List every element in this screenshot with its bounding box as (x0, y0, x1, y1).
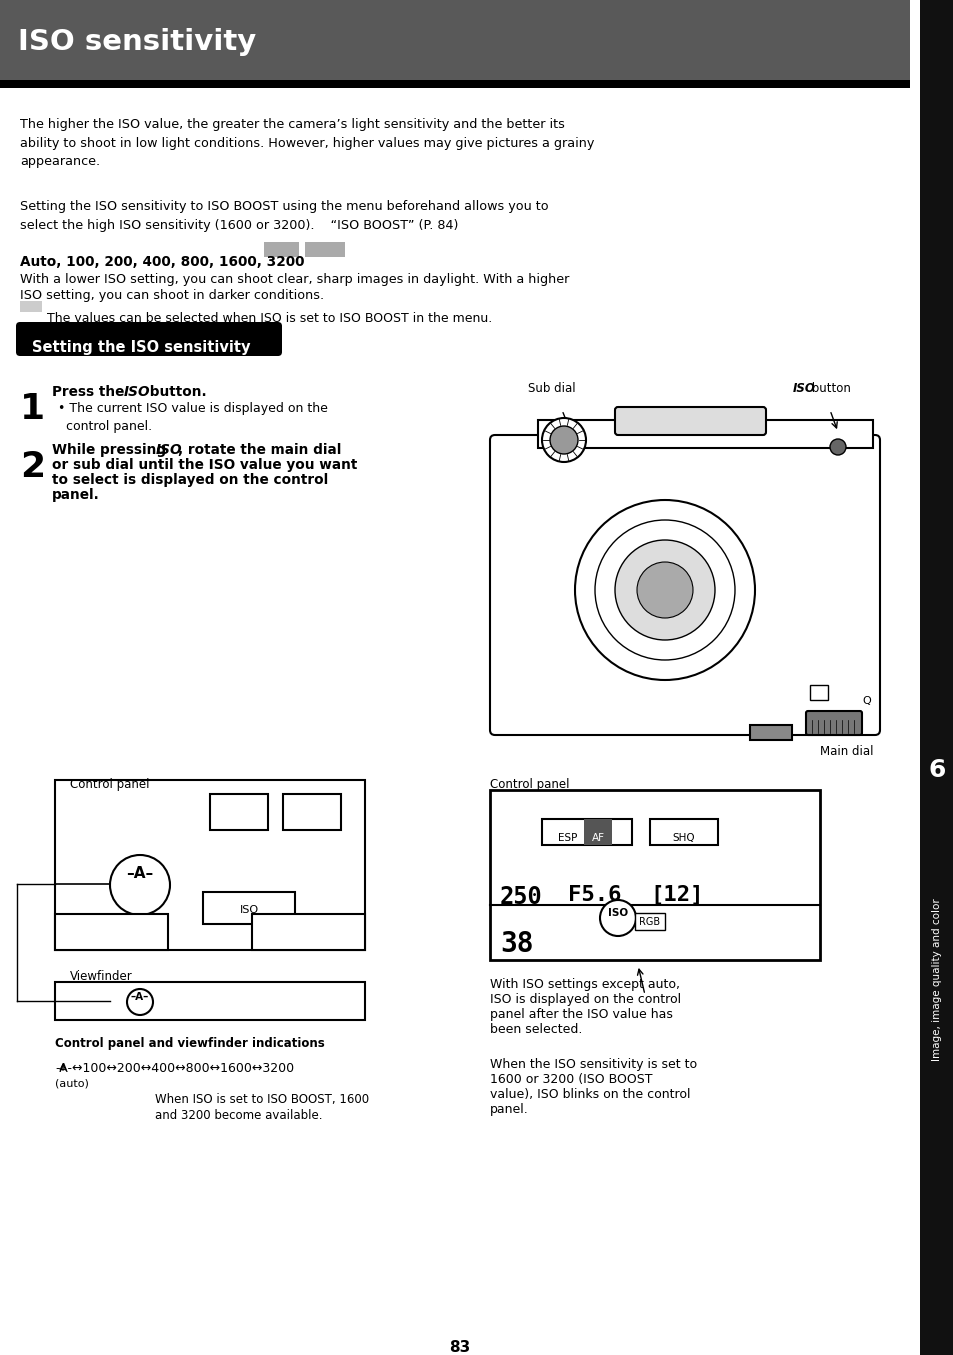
Circle shape (615, 541, 714, 640)
Text: panel.: panel. (490, 1103, 528, 1117)
Text: • The current ISO value is displayed on the
  control panel.: • The current ISO value is displayed on … (58, 402, 328, 434)
Text: panel.: panel. (52, 488, 100, 501)
Text: With ISO settings except auto,: With ISO settings except auto, (490, 978, 679, 991)
Text: (auto): (auto) (55, 1079, 89, 1089)
Bar (203, 892, 294, 924)
Bar (264, 243, 298, 257)
FancyBboxPatch shape (491, 440, 563, 705)
Text: When ISO is set to ISO BOOST, 1600: When ISO is set to ISO BOOST, 1600 (154, 1093, 369, 1106)
Circle shape (541, 417, 585, 462)
Bar (0, 0, 909, 80)
Text: ISO: ISO (156, 443, 182, 457)
Bar (20, 301, 42, 312)
FancyBboxPatch shape (16, 322, 282, 356)
Text: button.: button. (145, 385, 207, 398)
Text: Image, image quality and color: Image, image quality and color (931, 898, 941, 1061)
Text: Sub dial: Sub dial (527, 382, 575, 396)
Text: Press the: Press the (52, 385, 129, 398)
Text: Control panel: Control panel (490, 778, 569, 791)
Circle shape (595, 520, 734, 660)
Text: ISO is displayed on the control: ISO is displayed on the control (490, 993, 680, 1005)
Text: Setting the ISO sensitivity: Setting the ISO sensitivity (32, 340, 251, 355)
Bar (537, 420, 872, 449)
Text: RGB: RGB (639, 917, 659, 927)
Bar (749, 725, 791, 740)
Text: -A-↔100↔200↔400↔800↔1600↔3200: -A-↔100↔200↔400↔800↔1600↔3200 (55, 1062, 294, 1075)
Text: Auto, 100, 200, 400, 800, 1600, 3200: Auto, 100, 200, 400, 800, 1600, 3200 (20, 255, 304, 270)
Bar (635, 913, 664, 930)
Bar (490, 790, 820, 959)
Text: F5.6: F5.6 (567, 885, 620, 905)
Text: 1: 1 (20, 392, 45, 425)
Text: ISO: ISO (124, 385, 151, 398)
Text: AF: AF (591, 833, 604, 843)
Text: Setting the ISO sensitivity to ISO BOOST using the menu beforehand allows you to: Setting the ISO sensitivity to ISO BOOST… (20, 201, 548, 232)
Bar (919, 0, 953, 1355)
Bar (252, 915, 365, 950)
Bar (809, 686, 827, 701)
Bar (283, 794, 340, 831)
Circle shape (599, 900, 636, 936)
Text: The values can be selected when ISO is set to ISO BOOST in the menu.: The values can be selected when ISO is s… (47, 312, 492, 325)
Bar (305, 243, 345, 257)
Text: The higher the ISO value, the greater the camera’s light sensitivity and the bet: The higher the ISO value, the greater th… (20, 118, 594, 168)
Text: 250: 250 (499, 885, 542, 909)
Text: 2: 2 (20, 450, 45, 484)
FancyBboxPatch shape (805, 711, 862, 734)
Text: value), ISO blinks on the control: value), ISO blinks on the control (490, 1088, 690, 1102)
Text: 6: 6 (927, 757, 944, 782)
Bar (0, 80, 909, 88)
Text: –A–: –A– (126, 866, 153, 881)
Text: ISO: ISO (792, 382, 815, 396)
Text: ISO: ISO (239, 905, 258, 915)
Circle shape (127, 989, 152, 1015)
Bar (583, 818, 612, 846)
Text: –A–: –A– (131, 992, 149, 1001)
Bar (541, 818, 631, 846)
Text: When the ISO sensitivity is set to: When the ISO sensitivity is set to (490, 1058, 697, 1070)
Text: SHQ: SHQ (672, 833, 695, 843)
Circle shape (550, 425, 578, 454)
Text: ISO: ISO (607, 908, 627, 917)
Text: ESP: ESP (558, 833, 577, 843)
Text: [12]: [12] (649, 885, 702, 905)
FancyBboxPatch shape (615, 406, 765, 435)
Text: Main dial: Main dial (820, 745, 873, 757)
Text: panel after the ISO value has: panel after the ISO value has (490, 1008, 672, 1022)
Text: Control panel and viewfinder indications: Control panel and viewfinder indications (55, 1037, 324, 1050)
Text: and 3200 become available.: and 3200 become available. (154, 1108, 322, 1122)
Bar (55, 780, 365, 950)
FancyBboxPatch shape (490, 435, 879, 734)
Circle shape (575, 500, 754, 680)
Text: been selected.: been selected. (490, 1023, 581, 1037)
Circle shape (110, 855, 170, 915)
Text: 83: 83 (449, 1340, 470, 1355)
Circle shape (829, 439, 845, 455)
Text: While pressing: While pressing (52, 443, 171, 457)
Bar (55, 915, 168, 950)
Circle shape (637, 562, 692, 618)
Text: With a lower ISO setting, you can shoot clear, sharp images in daylight. With a : With a lower ISO setting, you can shoot … (20, 272, 569, 286)
Text: 1600 or 3200 (ISO BOOST: 1600 or 3200 (ISO BOOST (490, 1073, 652, 1085)
Text: to select is displayed on the control: to select is displayed on the control (52, 473, 328, 486)
Text: or sub dial until the ISO value you want: or sub dial until the ISO value you want (52, 458, 357, 472)
Bar (210, 794, 268, 831)
Text: button: button (807, 382, 850, 396)
Text: Q: Q (862, 696, 870, 706)
Text: , rotate the main dial: , rotate the main dial (178, 443, 341, 457)
Text: Control panel: Control panel (70, 778, 150, 791)
Bar (55, 982, 365, 1020)
Text: ISO setting, you can shoot in darker conditions.: ISO setting, you can shoot in darker con… (20, 289, 324, 302)
Bar (649, 818, 718, 846)
Text: ISO sensitivity: ISO sensitivity (18, 28, 256, 56)
Text: 38: 38 (499, 930, 533, 958)
Text: Viewfinder: Viewfinder (70, 970, 132, 982)
